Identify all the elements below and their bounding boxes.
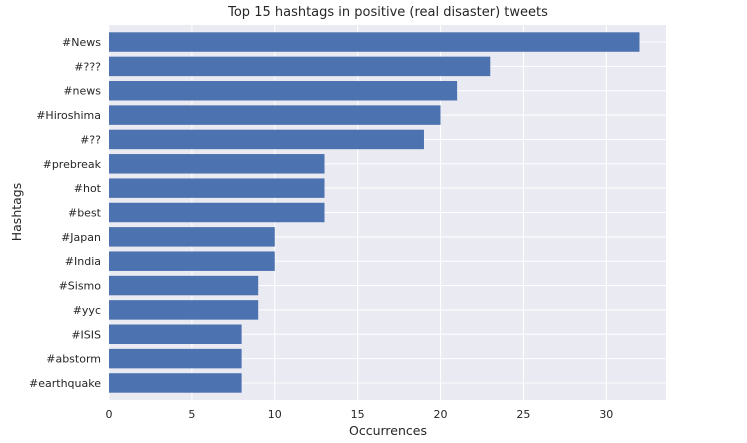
chart-title: Top 15 hashtags in positive (real disast…	[227, 5, 548, 20]
y-tick-label: #abstorm	[46, 353, 101, 366]
bar-2	[109, 56, 491, 77]
y-axis-label: Hashtags	[9, 183, 24, 242]
bar-5	[109, 129, 424, 150]
bar-14	[109, 348, 242, 369]
y-tick-label: #India	[65, 255, 101, 268]
bar-8	[109, 202, 325, 223]
bars	[109, 32, 640, 393]
bar-4	[109, 105, 441, 125]
bar-7	[109, 178, 325, 198]
x-tick-label: 10	[268, 408, 282, 421]
bar-6	[109, 154, 325, 174]
y-tick-label: #hot	[74, 182, 102, 195]
y-tick-label: #Sismo	[59, 280, 102, 293]
bar-11	[109, 275, 259, 296]
y-axis-ticks: #News #??? #news #Hiroshima #?? #prebreak #hot…	[29, 36, 102, 390]
y-tick-label: #???	[74, 60, 101, 73]
y-tick-label: #prebreak	[43, 158, 102, 171]
x-tick-label: 5	[188, 408, 195, 421]
x-axis-ticks: 0 5 10 15 20 25 30	[106, 408, 614, 421]
bar-9	[109, 227, 275, 247]
y-tick-label: #news	[63, 85, 101, 98]
y-tick-label: #Japan	[61, 231, 101, 244]
y-tick-label: #ISIS	[71, 328, 101, 341]
y-tick-label: #yyc	[73, 304, 101, 317]
bar-15	[109, 373, 242, 393]
y-tick-label: #News	[62, 36, 101, 49]
x-tick-label: 0	[106, 408, 113, 421]
x-axis-label: Occurrences	[349, 423, 427, 438]
x-tick-label: 20	[434, 408, 448, 421]
y-tick-label: #earthquake	[29, 377, 101, 390]
bar-3	[109, 81, 458, 101]
y-tick-label: #best	[68, 207, 102, 220]
y-tick-label: #Hiroshima	[36, 109, 101, 122]
bar-12	[109, 300, 259, 320]
bar-13	[109, 324, 242, 344]
y-tick-label: #??	[80, 133, 101, 146]
x-tick-label: 25	[516, 408, 530, 421]
bar-1	[109, 32, 640, 52]
bar-10	[109, 251, 275, 271]
x-tick-label: 15	[351, 408, 365, 421]
x-tick-label: 30	[599, 408, 613, 421]
